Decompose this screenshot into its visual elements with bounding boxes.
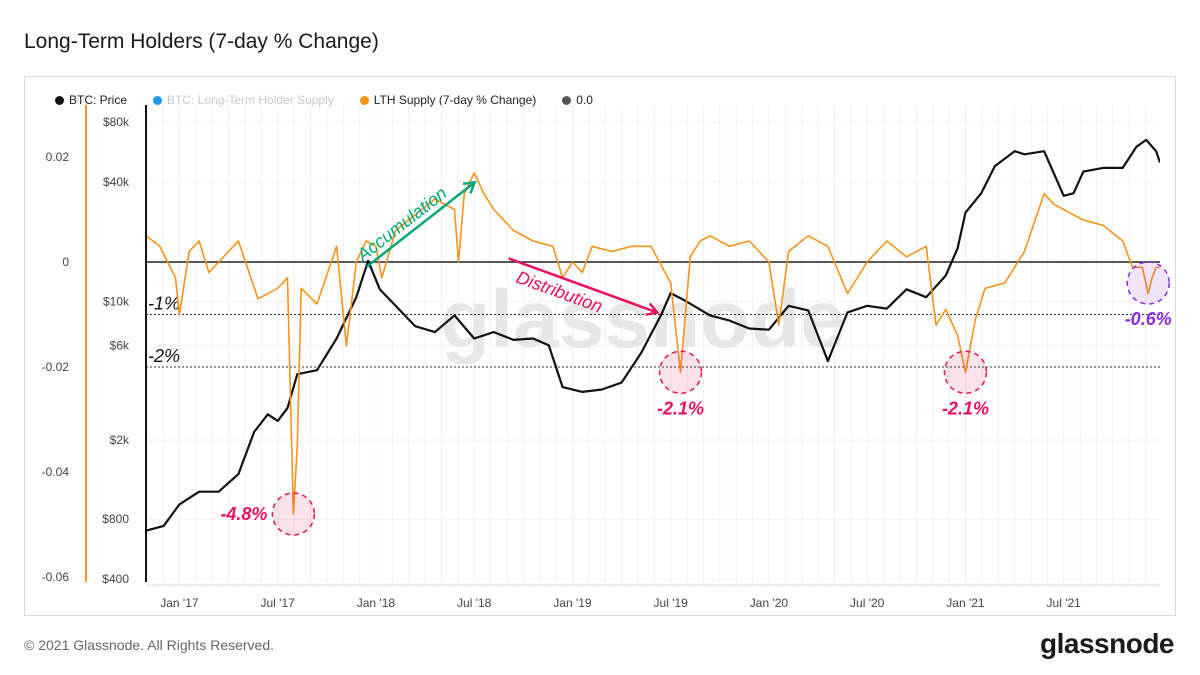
legend-item-zero-line[interactable]: 0.0 [562,93,593,107]
right-axis-tick-label: $40k [103,175,130,189]
accumulation-label: Accumulation [352,183,450,266]
x-axis-tick-label: Jan '18 [357,596,396,610]
x-axis-tick-label: Jul '21 [1047,596,1082,610]
x-axis-tick-label: Jul '19 [654,596,689,610]
left-axis-tick-label: -0.02 [42,360,70,374]
left-axis-tick-label: -0.04 [42,465,70,479]
legend-item-lth-7day-change[interactable]: LTH Supply (7-day % Change) [359,93,537,107]
right-axis-tick-label: $2k [110,433,130,447]
reference-line-label: -2% [148,346,180,366]
arrow-shaft [365,182,474,268]
chart-svg: glassnode -1%-2% 0.020-0.02-0.04-0.06$80… [42,105,1172,610]
legend-item-lth-supply[interactable]: BTC: Long-Term Holder Supply [153,93,334,107]
callout-label: -2.1% [657,398,704,418]
x-axis-tick-label: Jan '17 [160,596,199,610]
left-axis-tick-label: -0.06 [42,570,70,584]
brand-logo[interactable]: glassnode [1040,628,1174,659]
callout-label: -0.6% [1125,309,1172,329]
legend-label: BTC: Long-Term Holder Supply [167,93,334,107]
right-axis-tick-label: $800 [102,512,129,526]
x-axis-tick-label: Jul '17 [261,596,296,610]
x-axis-tick-label: Jul '20 [850,596,885,610]
legend-marker-icon [562,95,572,105]
x-axis-tick-label: Jul '18 [457,596,492,610]
grid-layer [146,105,1160,585]
legend: BTC: Price BTC: Long-Term Holder Supply … [55,93,593,107]
arrow-head-icon [462,180,477,194]
legend-label: BTC: Price [69,93,128,107]
right-axis-tick-label: $80k [103,115,130,129]
right-axis-tick-label: $400 [102,572,129,586]
arrow-shaft [508,257,656,313]
copyright-text: © 2021 Glassnode. All Rights Reserved. [24,637,275,653]
chart-panel: BTC: Price BTC: Long-Term Holder Supply … [24,76,1176,616]
arrow-head-icon [645,302,660,316]
reference-lines: -1% -2% [146,261,1160,368]
legend-marker-icon [55,95,64,105]
callout-circle [1126,261,1170,305]
series-line-lth-supply-7-day-change- [146,172,1160,515]
x-axis-tick-label: Jan '20 [750,596,789,610]
axes-layer: 0.02 0 -0.02 -0.04 -0.06 $80k $40k $10k $6k $2k $8… [42,105,1160,610]
callout-label: -4.8% [220,504,267,524]
legend-label: LTH Supply (7-day % Change) [373,93,537,107]
callout-label: -2.1% [942,398,989,418]
series-line-btc-price [146,138,1160,532]
legend-item-btc-price[interactable]: BTC: Price [55,93,127,107]
callout-circle [271,492,316,536]
callout-circle [658,350,703,394]
callout-circle [943,350,988,394]
x-axis-tick-label: Jan '19 [553,596,592,610]
left-axis-tick-label: 0.02 [46,150,70,164]
x-axis-tick-label: Jan '21 [946,596,985,610]
right-axis-tick-label: $6k [110,338,130,352]
legend-label: 0.0 [576,93,593,107]
legend-marker-icon [359,95,369,105]
page-title: Long-Term Holders (7-day % Change) [24,30,379,53]
legend-marker-icon [153,95,163,105]
right-axis-tick-label: $10k [103,294,130,308]
left-axis-tick-label: 0 [62,255,69,269]
series-layer [146,138,1160,532]
reference-line-label: -1% [148,294,180,314]
